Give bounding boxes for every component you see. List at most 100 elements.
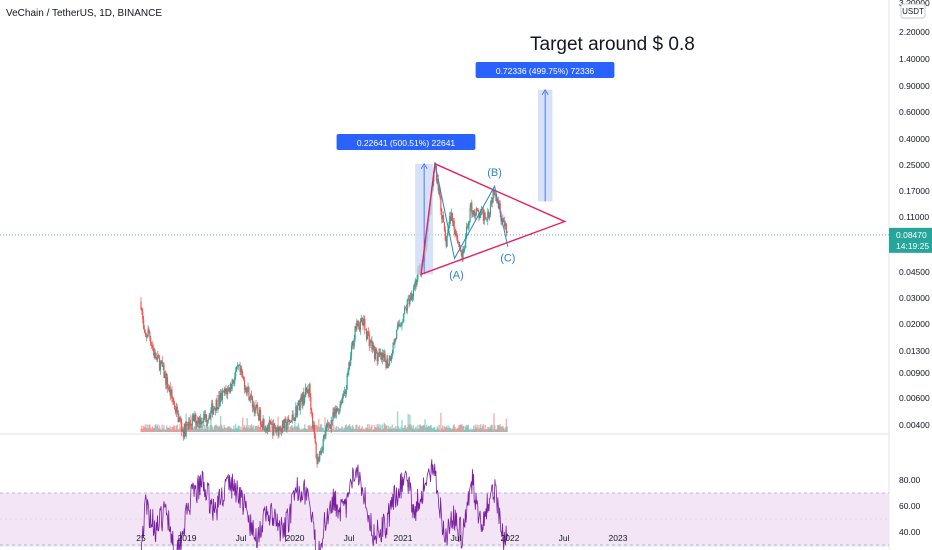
volume-bar-259 [369,428,371,432]
candle-body-279 [387,358,389,367]
candle-body-95 [224,388,226,393]
candle-body-367 [465,236,467,248]
elliott-wave-path [434,163,509,260]
candle-body-124 [250,394,252,400]
candle-body-234 [347,371,349,376]
candle-body-219 [334,408,336,417]
measure-label-2-bg [475,62,615,78]
volume-bar-368 [465,425,468,432]
volume-bar-182 [301,429,303,432]
volume-bar-352 [451,428,454,432]
volume-bar-103 [231,429,233,432]
candle-body-213 [328,424,331,427]
volume-bar-44 [179,424,181,432]
candle-body-118 [244,387,246,390]
candle-body-283 [390,356,392,361]
volume-bar-251 [362,428,364,432]
volume-bar-203 [319,424,322,432]
measure-label-1-bg [336,134,476,150]
volume-bar-187 [305,428,308,432]
candle-body-69 [201,421,203,425]
volume-bar-131 [256,425,258,432]
candle-body-63 [196,420,198,426]
volume-bar-255 [365,428,368,432]
candle-body-24 [161,360,163,367]
candle-body-391 [486,219,488,221]
chart-drawings[interactable]: 0.22641 (500.51%) 22641 0.72336 (499.75%)… [336,62,615,281]
candle-body-21 [158,358,161,371]
candle-body-106 [234,376,236,383]
current-price-tag [889,227,932,253]
candle-body-138 [262,418,264,427]
headline-annotation[interactable]: Target around $ 0.8 [530,34,695,55]
candle-body-376 [473,210,475,215]
candle-body-394 [488,214,491,218]
candle-body-139 [263,418,265,430]
candle-body-232 [345,389,347,394]
volume-bar-23 [160,429,163,432]
candle-body-250 [361,318,363,322]
volume-bar-190 [308,424,310,432]
volume-bar-40 [175,425,178,432]
volume-bar-354 [453,424,455,432]
candle-body-229 [342,393,345,397]
candle-body-110 [237,365,239,367]
candle-body-20 [158,355,160,359]
candle-body-92 [221,391,223,400]
candle-body-233 [346,375,348,390]
volume-bar-114 [241,429,243,432]
volume-bar-286 [393,427,395,432]
candle-body-59 [192,415,194,417]
candle-body-350 [450,216,452,221]
candle-body-175 [295,406,297,418]
volume-bar-85 [215,424,217,432]
volume-bar-135 [259,427,262,432]
volume-bar-257 [367,428,370,432]
volume-bar-25 [162,428,164,432]
candle-body-152 [274,426,277,432]
candle-body-390 [485,217,487,220]
volume-bar-279 [387,429,389,432]
candle-body-168 [289,419,291,423]
volume-bar-126 [251,427,254,432]
candle-body-387 [482,209,484,221]
candle-body-0 [140,301,142,309]
price-tick-5: 0.25000 [899,160,930,170]
candle-body-273 [381,353,384,361]
volume-bar-211 [326,424,329,432]
candle-body-166 [287,418,289,426]
candle-body-35 [171,389,173,398]
candle-body-217 [332,412,334,421]
candle-body-154 [276,428,278,431]
volume-bar-264 [373,425,376,432]
volume-bar-18 [156,426,158,432]
candle-body-178 [297,400,300,406]
volume-bar-178 [297,423,300,432]
volume-bar-12 [150,428,153,432]
volume-bar-369 [466,425,469,432]
volume-bar-71 [203,429,205,432]
volume-bar-288 [395,426,397,432]
candle-body-183 [302,391,304,405]
volume-bar-208 [324,417,326,432]
volume-bar-410 [503,427,505,432]
volume-bar-193 [311,426,313,432]
volume-bar-351 [450,429,453,432]
volume-bar-248 [359,429,362,432]
candle-body-373 [470,203,472,208]
volume-bar-335 [436,426,439,432]
candle-body-68 [200,417,202,425]
volume-bar-181 [300,428,302,432]
volume-bar-189 [307,425,309,432]
volume-bar-5 [144,424,147,432]
candle-body-309 [413,287,415,289]
candle-body-117 [243,379,246,390]
volume-bar-201 [318,418,320,432]
volume-bar-79 [210,415,212,432]
volume-bar-219 [334,429,336,432]
candle-body-199 [316,458,318,465]
volume-bar-161 [282,429,285,432]
wave-label-b: (B) [487,167,502,179]
candle-body-144 [267,427,269,429]
